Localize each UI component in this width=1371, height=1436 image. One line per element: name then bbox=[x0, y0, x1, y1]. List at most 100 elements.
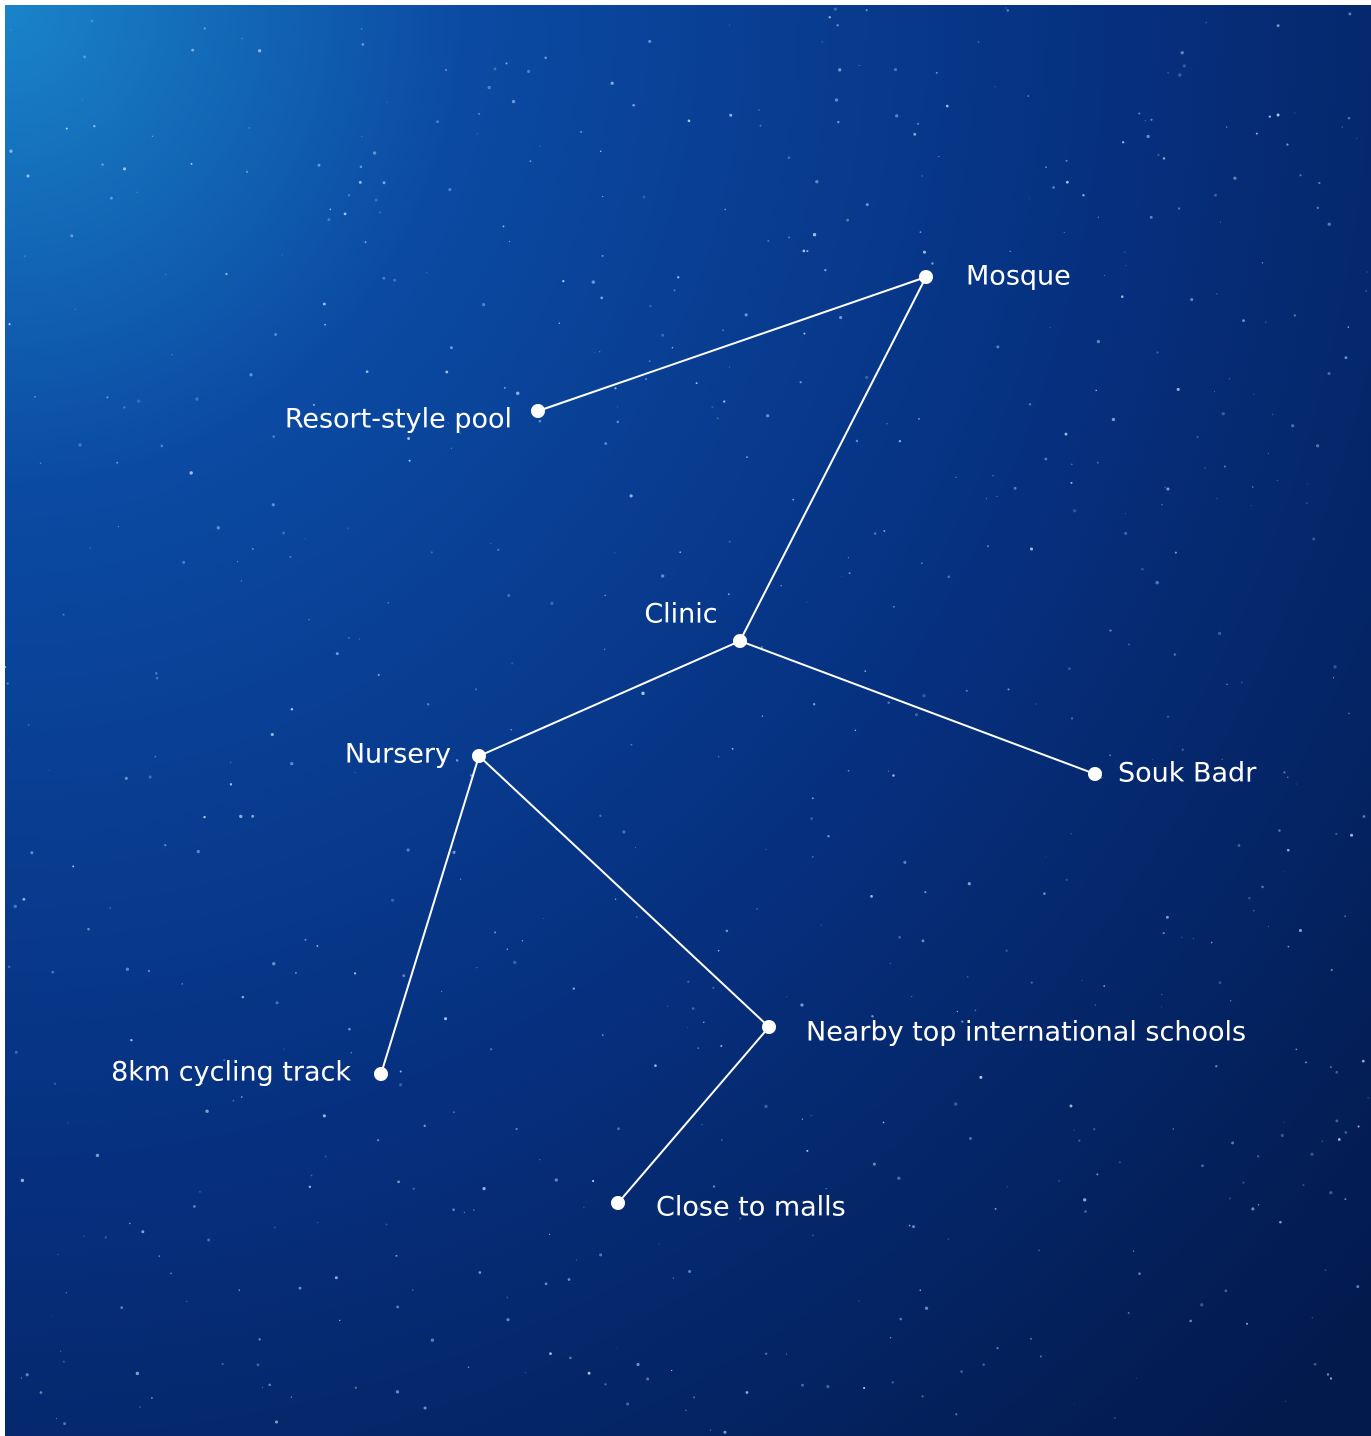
star bbox=[938, 156, 939, 157]
star bbox=[1342, 127, 1343, 128]
star bbox=[543, 918, 544, 919]
star bbox=[1262, 262, 1263, 263]
star bbox=[1014, 487, 1017, 490]
star bbox=[396, 1390, 399, 1393]
star bbox=[490, 543, 491, 544]
star bbox=[1294, 314, 1296, 316]
star bbox=[289, 556, 291, 558]
star bbox=[191, 49, 194, 52]
star bbox=[746, 456, 748, 458]
star bbox=[1181, 51, 1184, 54]
star bbox=[28, 724, 30, 726]
star bbox=[1007, 688, 1009, 690]
star bbox=[1268, 453, 1269, 454]
star bbox=[899, 1318, 902, 1321]
star bbox=[295, 972, 297, 974]
star bbox=[1314, 1363, 1317, 1366]
star bbox=[165, 274, 166, 275]
star bbox=[674, 289, 676, 291]
star bbox=[687, 981, 689, 983]
star bbox=[1242, 319, 1245, 322]
star bbox=[1119, 1162, 1120, 1163]
star bbox=[199, 1191, 200, 1192]
star bbox=[903, 861, 906, 864]
star bbox=[1252, 486, 1253, 487]
star bbox=[921, 1395, 923, 1397]
star bbox=[354, 972, 356, 974]
star bbox=[758, 110, 759, 111]
star bbox=[1348, 13, 1351, 16]
star bbox=[445, 371, 448, 374]
star bbox=[918, 418, 920, 420]
star bbox=[813, 703, 815, 705]
star bbox=[336, 652, 339, 655]
star bbox=[1296, 1049, 1298, 1051]
star bbox=[922, 175, 923, 176]
star bbox=[325, 1156, 327, 1158]
star bbox=[886, 423, 887, 424]
star bbox=[96, 1154, 99, 1157]
star bbox=[760, 125, 762, 127]
star bbox=[1201, 1164, 1204, 1167]
star bbox=[987, 545, 989, 547]
star bbox=[600, 151, 602, 153]
star bbox=[576, 1259, 577, 1260]
star bbox=[1344, 356, 1347, 359]
star bbox=[456, 759, 459, 762]
star bbox=[1071, 463, 1073, 465]
star bbox=[1238, 844, 1241, 847]
star bbox=[361, 28, 363, 30]
star bbox=[75, 309, 76, 310]
star bbox=[1205, 22, 1207, 24]
node-dot bbox=[374, 1067, 388, 1081]
star bbox=[1097, 340, 1100, 343]
page: MosqueResort-style poolClinicNurserySouk… bbox=[0, 0, 1371, 1436]
star bbox=[1310, 1153, 1313, 1156]
star bbox=[1307, 484, 1308, 485]
star bbox=[1312, 537, 1315, 540]
star bbox=[129, 1223, 131, 1225]
star bbox=[1005, 949, 1007, 951]
star bbox=[105, 1236, 107, 1238]
star bbox=[712, 987, 714, 989]
star bbox=[1150, 119, 1152, 121]
star bbox=[511, 662, 513, 664]
star bbox=[1138, 1272, 1141, 1275]
star bbox=[239, 1289, 241, 1291]
star bbox=[63, 1361, 65, 1363]
star bbox=[453, 1111, 455, 1113]
star bbox=[460, 878, 461, 879]
star bbox=[379, 211, 381, 213]
star bbox=[383, 181, 386, 184]
star bbox=[1157, 154, 1159, 156]
star bbox=[1277, 24, 1280, 27]
star bbox=[373, 151, 376, 154]
star bbox=[955, 1413, 957, 1415]
star bbox=[311, 1174, 313, 1176]
star bbox=[1156, 351, 1158, 353]
star bbox=[233, 1100, 235, 1102]
star bbox=[967, 976, 969, 978]
star bbox=[539, 1159, 540, 1160]
star bbox=[922, 694, 925, 697]
star bbox=[559, 323, 560, 324]
star bbox=[78, 443, 81, 446]
star bbox=[448, 188, 451, 191]
node-label: Clinic bbox=[644, 599, 717, 630]
star bbox=[72, 865, 74, 867]
star bbox=[1156, 581, 1159, 584]
star bbox=[1161, 1006, 1162, 1007]
star bbox=[635, 847, 636, 848]
star bbox=[344, 213, 347, 216]
star bbox=[1336, 1120, 1339, 1123]
star bbox=[539, 146, 540, 147]
star bbox=[56, 1418, 57, 1419]
node-label: Close to malls bbox=[656, 1192, 846, 1223]
star bbox=[4, 666, 6, 668]
node-label: Nearby top international schools bbox=[806, 1017, 1246, 1048]
star bbox=[1082, 980, 1083, 981]
star bbox=[1030, 1338, 1032, 1340]
star bbox=[1231, 1141, 1234, 1144]
star bbox=[221, 1363, 223, 1365]
star bbox=[555, 1178, 558, 1181]
